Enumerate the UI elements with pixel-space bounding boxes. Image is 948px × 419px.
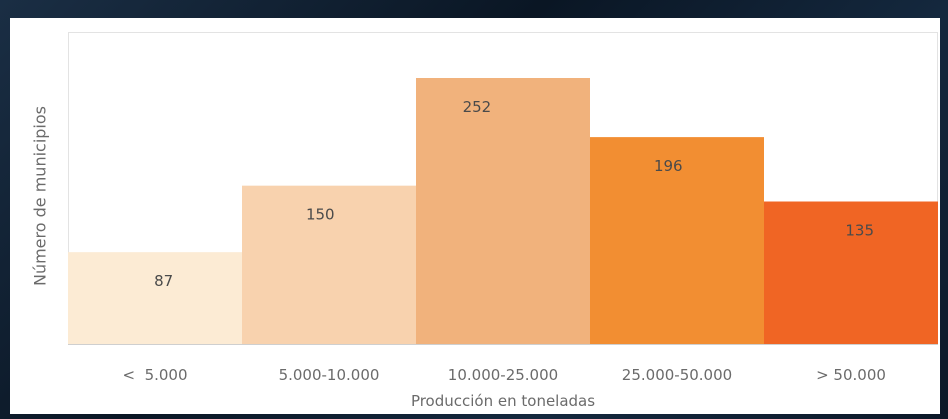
x-tick-label-4: 25.000-50.000	[622, 366, 732, 384]
x-axis-label: Producción en toneladas	[410, 392, 596, 410]
bar-2	[242, 185, 416, 344]
y-axis-label: Número de municipios	[30, 105, 50, 287]
x-tick-label-2: 5.000-10.000	[279, 366, 380, 384]
bar-value-label-1: 87	[154, 272, 173, 290]
bar-1	[68, 252, 242, 344]
bar-4	[590, 137, 764, 344]
x-tick-label-3: 10.000-25.000	[448, 366, 558, 384]
bar-value-label-4: 196	[654, 157, 683, 175]
bar-value-label-3: 252	[463, 98, 492, 116]
x-tick-label-1: < 5.000	[122, 366, 187, 384]
bar-3	[416, 78, 590, 344]
x-axis-line	[68, 344, 938, 345]
bar-value-label-5: 135	[845, 222, 874, 240]
bar-value-label-2: 150	[306, 206, 335, 224]
x-tick-label-5: > 50.000	[816, 366, 886, 384]
bar-5	[764, 201, 938, 344]
